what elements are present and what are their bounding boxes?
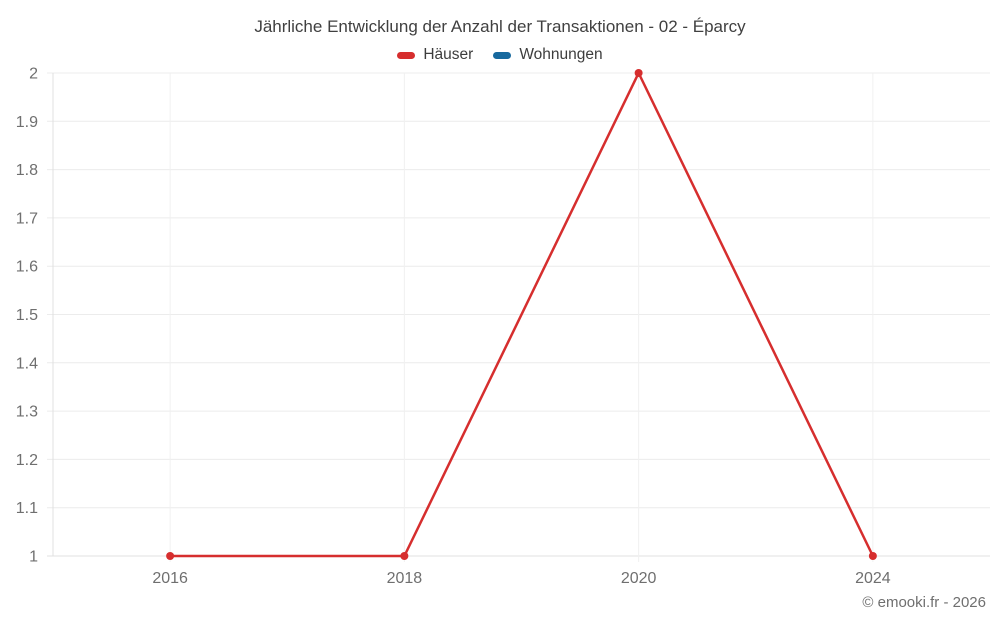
- legend-swatch-wohnungen: [493, 51, 512, 59]
- y-tick-label: 1.2: [16, 452, 38, 469]
- y-tick-label: 1.7: [16, 210, 38, 227]
- data-point-Häuser[interactable]: [400, 552, 409, 560]
- chart-title: Jährliche Entwicklung der Anzahl der Tra…: [254, 17, 746, 36]
- y-tick-label: 2: [29, 66, 38, 83]
- y-tick-label: 1.8: [16, 162, 38, 179]
- data-point-Häuser[interactable]: [868, 552, 877, 560]
- legend-item-hauser[interactable]: Häuser: [397, 46, 473, 64]
- y-tick-label: 1.5: [16, 307, 38, 324]
- x-tick-label: 2020: [621, 570, 657, 587]
- y-tick-label: 1.4: [16, 355, 38, 372]
- legend-label-hauser: Häuser: [423, 46, 474, 63]
- x-tick-label: 2016: [152, 570, 188, 587]
- legend-item-wohnungen[interactable]: Wohnungen: [493, 46, 603, 64]
- y-tick-label: 1.9: [16, 114, 38, 131]
- y-tick-label: 1.6: [16, 259, 38, 276]
- x-tick-label: 2018: [387, 570, 423, 587]
- y-tick-label: 1.1: [16, 500, 38, 517]
- series-line-Häuser[interactable]: [168, 71, 875, 558]
- legend-swatch-hauser: [397, 51, 416, 59]
- data-point-Häuser[interactable]: [634, 69, 643, 77]
- data-point-Häuser[interactable]: [166, 552, 175, 560]
- y-tick-label: 1.3: [16, 404, 38, 421]
- y-tick-label: 1: [29, 549, 38, 566]
- legend: Häuser Wohnungen: [0, 46, 1000, 64]
- copyright-footer: © emooki.fr - 2026: [862, 594, 986, 611]
- legend-label-wohnungen: Wohnungen: [519, 46, 603, 63]
- x-tick-label: 2024: [855, 570, 891, 587]
